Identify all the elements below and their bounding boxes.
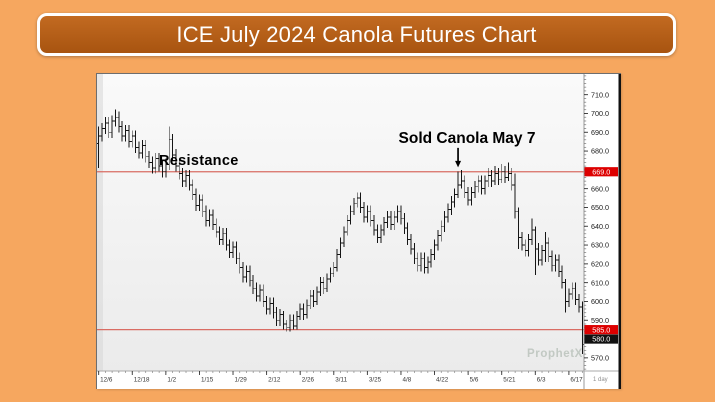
date-tick-label: 4/22 <box>436 377 449 384</box>
time-axis[interactable]: 12/6 12/18 1/2 1/15 1/29 2/12 2/26 3/11 3/25 4/8 4… <box>98 371 583 384</box>
date-tick-label: 1/15 <box>201 377 214 384</box>
date-tick-label: 12/18 <box>134 377 150 384</box>
axis-right-border <box>618 74 621 389</box>
date-tick-label: 2/26 <box>302 377 315 384</box>
price-tick-label: 630.0 <box>591 241 609 250</box>
price-flag-580.0 <box>584 334 618 344</box>
date-tick-label: 1/29 <box>235 377 248 384</box>
date-tick-label: 12/6 <box>100 377 113 384</box>
prophetx-watermark: ProphetX <box>527 348 583 360</box>
down-arrow-icon <box>455 147 462 168</box>
price-flag-text: 669.0 <box>592 167 610 176</box>
price-flag-text: 585.0 <box>592 325 610 334</box>
date-tick-label: 6/3 <box>537 377 546 384</box>
date-tick-label: 3/25 <box>369 377 382 384</box>
date-tick-label: 4/8 <box>402 377 411 384</box>
date-tick-label: 3/11 <box>335 377 347 384</box>
chart-canvas[interactable]: 710.0 700.0 690.0 680.0 660.0 650.0 640.0 630.0… <box>97 74 621 389</box>
price-tick-label: 610.0 <box>591 278 609 287</box>
price-tick-label: 660.0 <box>591 184 609 193</box>
price-axis[interactable]: 710.0 700.0 690.0 680.0 660.0 650.0 640.0 630.0… <box>584 75 618 370</box>
chart-window: 710.0 700.0 690.0 680.0 660.0 650.0 640.0 630.0… <box>96 73 621 389</box>
date-tick-label: 5/6 <box>470 377 479 384</box>
price-tick-label: 570.0 <box>591 353 609 362</box>
plot-area[interactable] <box>97 74 584 371</box>
title-banner: ICE July 2024 Canola Futures Chart <box>37 13 676 56</box>
price-tick-label: 600.0 <box>591 297 609 306</box>
price-flag-669.0 <box>584 167 618 177</box>
price-tick-label: 640.0 <box>591 222 609 231</box>
resistance-annotation: Resistance <box>159 153 239 169</box>
page-title: ICE July 2024 Canola Futures Chart <box>176 21 537 47</box>
date-tick-label: 1/2 <box>167 377 176 384</box>
sold-canola-annotation: Sold Canola May 7 <box>398 130 536 147</box>
date-tick-label: 6/17 <box>570 377 583 384</box>
timeframe-label: 1 day <box>593 377 608 383</box>
date-tick-label: 2/12 <box>268 377 281 384</box>
plot-left-shade <box>97 74 103 371</box>
price-series <box>97 109 585 355</box>
price-flag-text: 580.0 <box>592 335 610 344</box>
price-tick-label: 700.0 <box>591 109 609 118</box>
price-tick-label: 710.0 <box>591 90 609 99</box>
price-tick-label: 620.0 <box>591 259 609 268</box>
price-tick-label: 650.0 <box>591 203 609 212</box>
price-tick-label: 680.0 <box>591 147 609 156</box>
price-tick-label: 590.0 <box>591 316 609 325</box>
price-flag-585.0 <box>584 325 618 335</box>
date-tick-label: 5/21 <box>503 377 516 384</box>
price-tick-label: 690.0 <box>591 128 609 137</box>
